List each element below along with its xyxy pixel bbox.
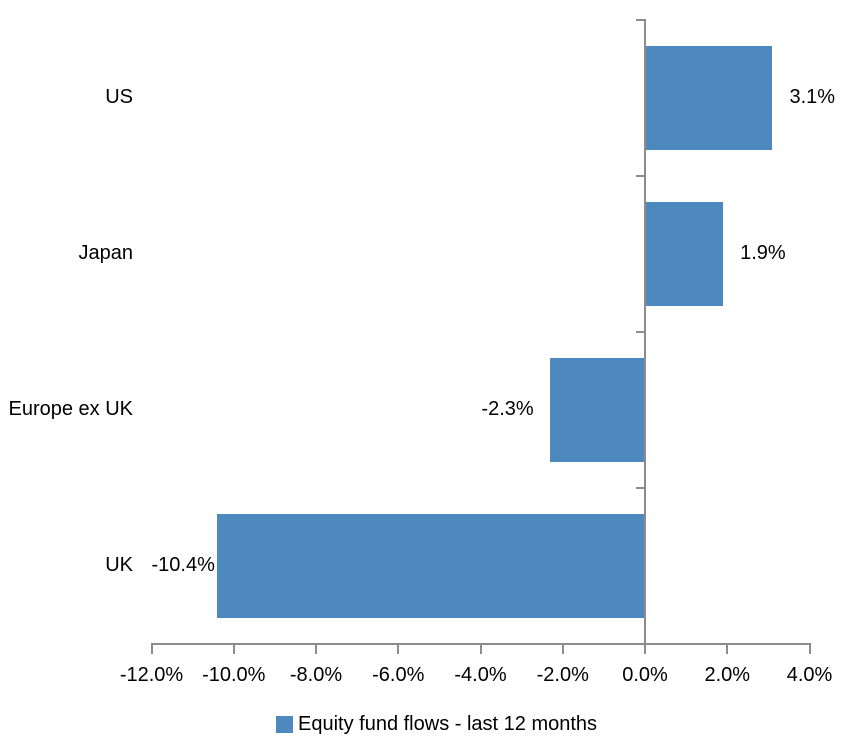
y-tick-0 bbox=[636, 19, 644, 21]
x-tick-label-5: -2.0% bbox=[536, 664, 589, 686]
bar-us bbox=[646, 45, 773, 150]
category-label-us: US bbox=[105, 86, 133, 109]
x-tick-label-4: -4.0% bbox=[454, 664, 507, 686]
x-tick-label-2: -8.0% bbox=[289, 664, 343, 686]
x-tick-2 bbox=[315, 643, 317, 654]
y-tick-2 bbox=[636, 330, 644, 333]
value-label-us: 3.1% bbox=[789, 86, 836, 109]
x-tick-1 bbox=[232, 643, 235, 654]
y-axis-line bbox=[644, 19, 646, 645]
category-label-europe-ex-uk: Europe ex UK bbox=[8, 398, 133, 421]
x-tick-0 bbox=[150, 643, 153, 654]
x-tick-label-6: 0.0% bbox=[622, 664, 668, 686]
x-tick-6 bbox=[644, 643, 646, 654]
category-label-uk: UK bbox=[105, 554, 133, 577]
x-tick-label-8: 4.0% bbox=[786, 664, 833, 686]
x-tick-label-7: 2.0% bbox=[704, 664, 751, 686]
bar-japan bbox=[646, 201, 724, 306]
y-tick-3 bbox=[636, 486, 644, 489]
x-tick-3 bbox=[397, 643, 400, 654]
x-tick-5 bbox=[561, 643, 564, 654]
x-tick-label-0: -12.0% bbox=[119, 664, 184, 686]
bar-europe-ex-uk bbox=[550, 357, 644, 462]
category-label-japan: Japan bbox=[78, 242, 134, 265]
value-label-uk: -10.4% bbox=[151, 554, 215, 577]
x-tick-label-3: -6.0% bbox=[372, 664, 425, 686]
legend-swatch-icon bbox=[276, 716, 293, 733]
legend-label: Equity fund flows - last 12 months bbox=[298, 713, 598, 735]
x-tick-label-1: -10.0% bbox=[202, 664, 266, 686]
x-tick-7 bbox=[726, 643, 729, 654]
bar-uk bbox=[217, 513, 644, 618]
y-tick-1 bbox=[636, 174, 644, 177]
value-label-japan: 1.9% bbox=[740, 242, 786, 265]
x-tick-4 bbox=[479, 643, 482, 654]
legend: Equity fund flows - last 12 months bbox=[276, 713, 597, 736]
value-label-europe-ex-uk: -2.3% bbox=[481, 398, 534, 421]
x-tick-8 bbox=[808, 643, 811, 654]
